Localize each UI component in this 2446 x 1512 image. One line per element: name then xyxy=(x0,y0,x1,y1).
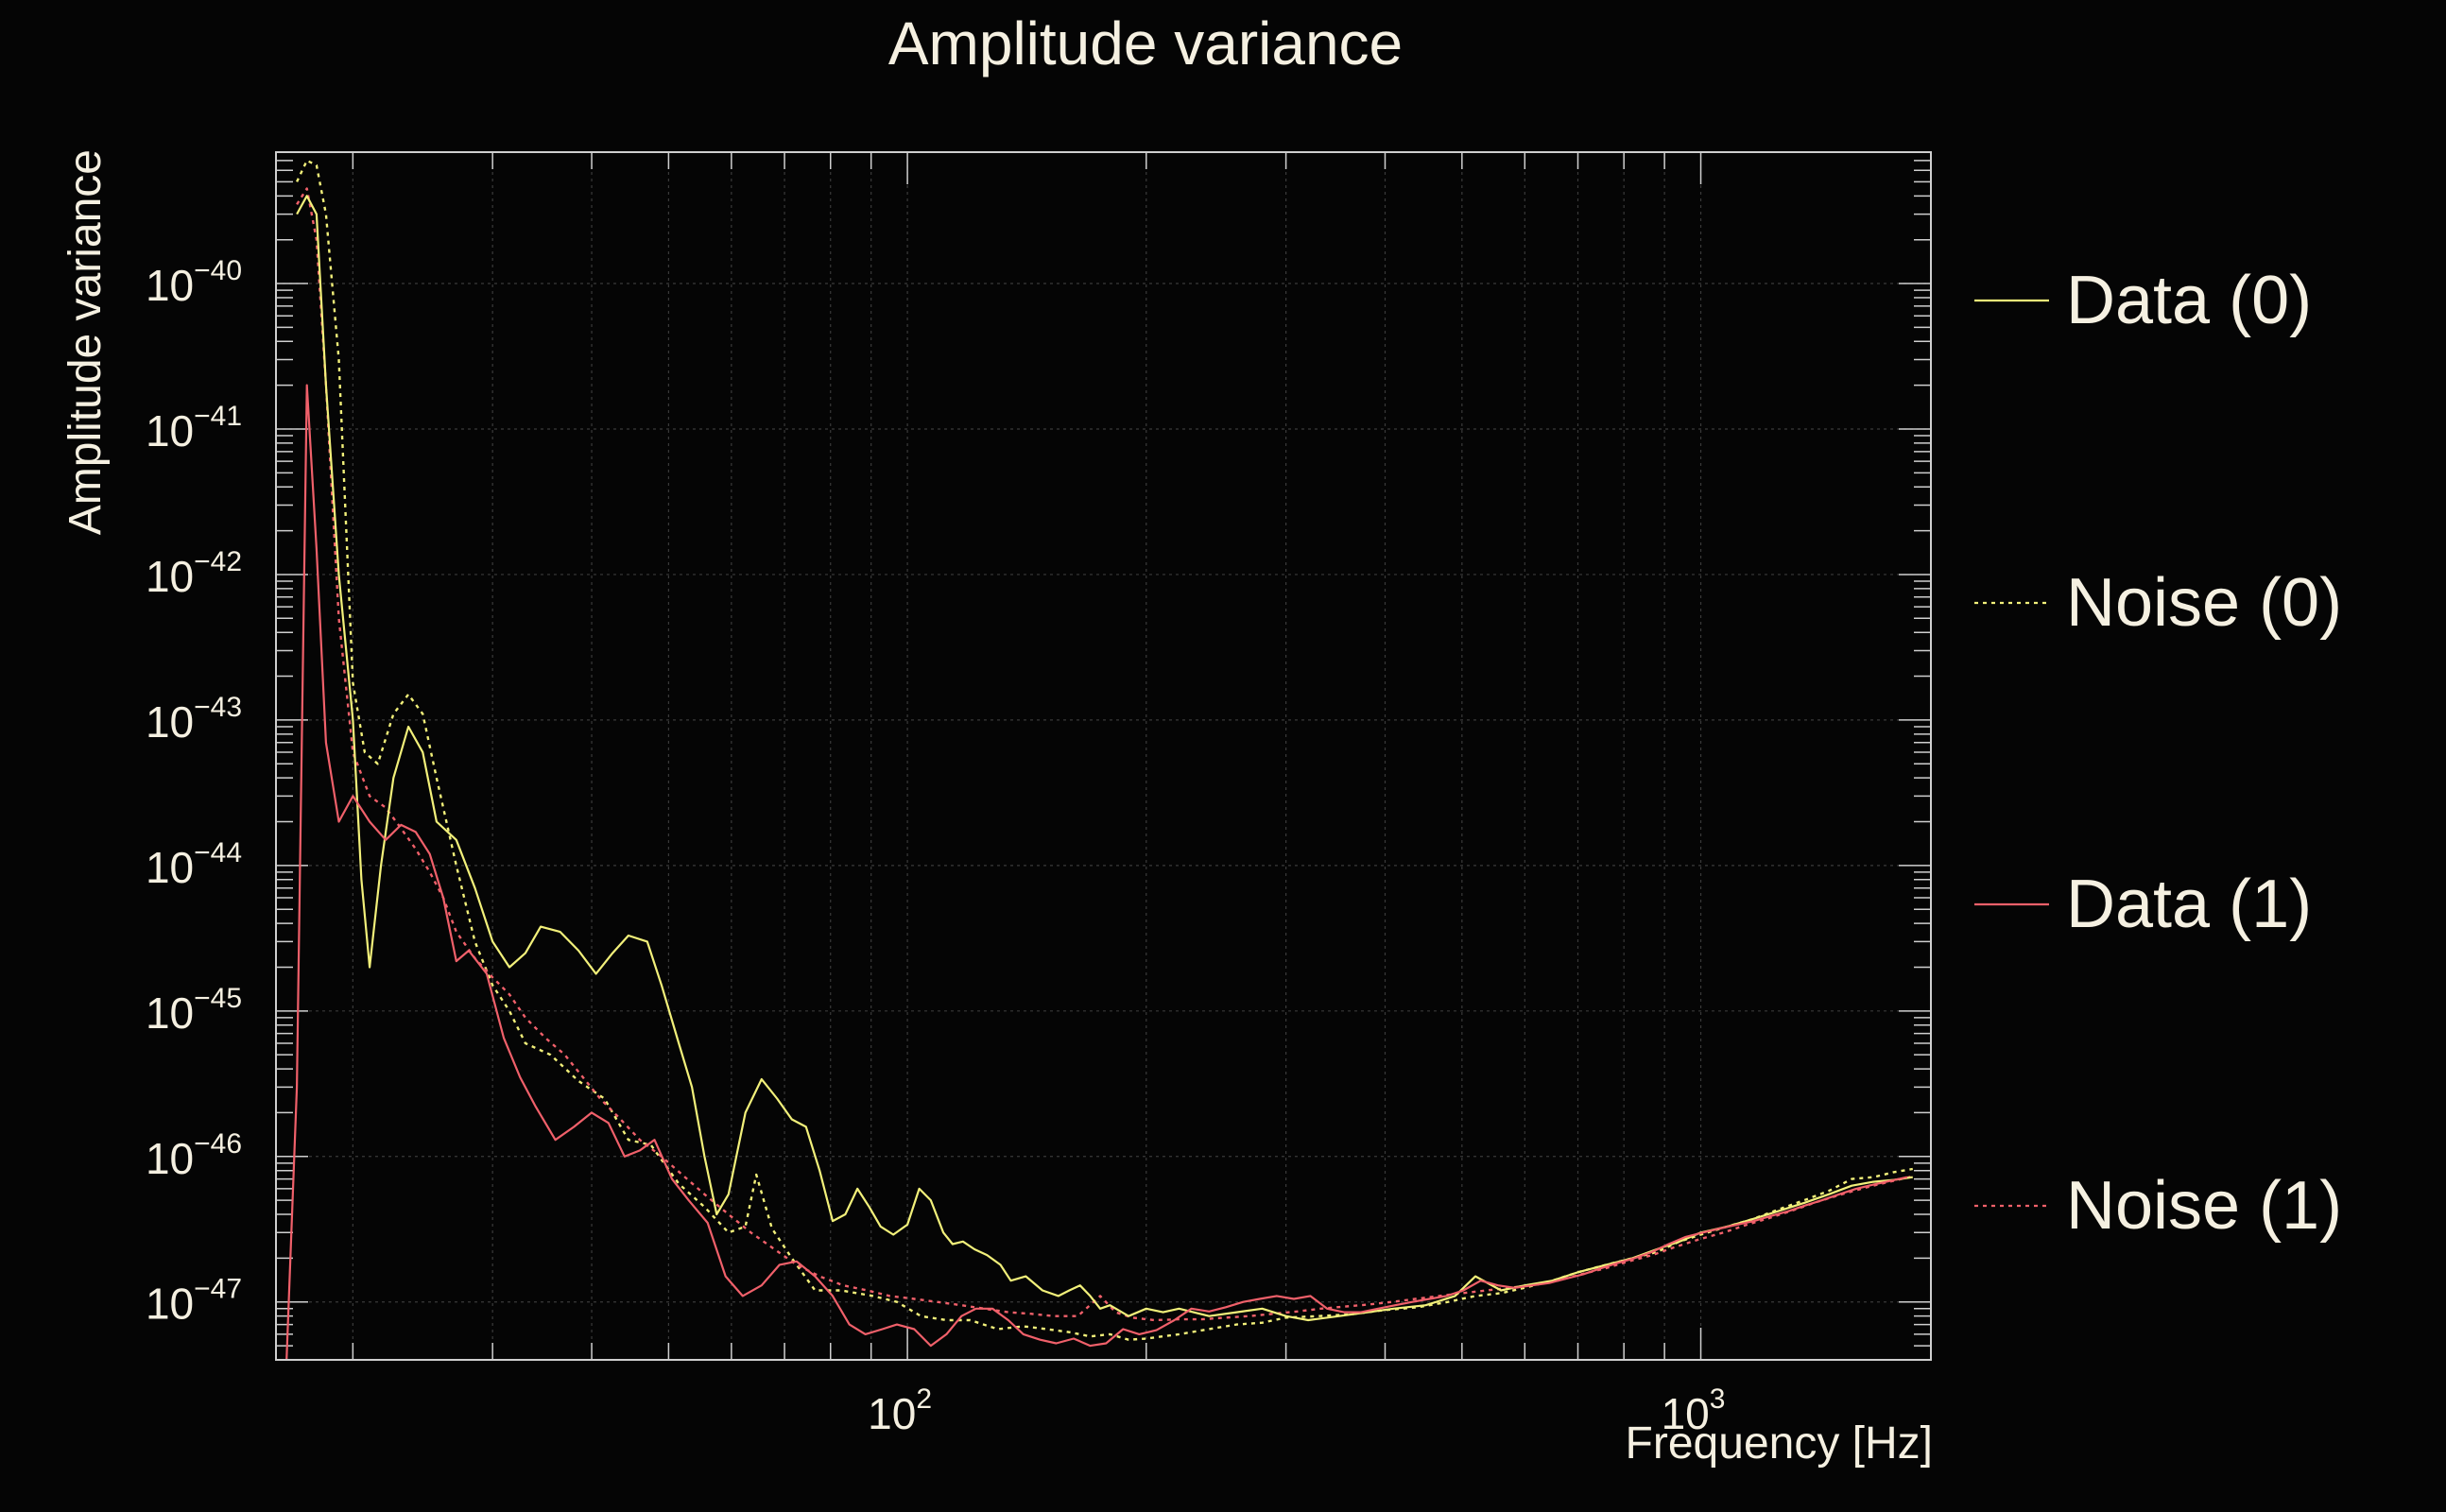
series-line-data-1 xyxy=(285,384,1908,1360)
legend: Data (0) Noise (0) Data (1) Noise (1) xyxy=(1974,263,2342,1244)
x-tick-label: 103 xyxy=(1662,1383,1726,1438)
axis-ticks: 10−40 10−41 10−42 10−43 10−44 10−45 10−46 10−47… xyxy=(146,151,1931,1438)
y-tick-label: 10−44 xyxy=(146,837,242,892)
legend-label: Noise (0) xyxy=(2066,565,2342,641)
series-line-data-0 xyxy=(296,195,1913,1322)
x-tick-label: 102 xyxy=(868,1383,932,1438)
y-tick-label: 10−41 xyxy=(146,401,242,455)
plot-frame xyxy=(275,151,1932,1361)
x-axis-label: Frequency [Hz] xyxy=(1626,1418,1933,1469)
y-tick-label: 10−43 xyxy=(146,692,242,747)
y-tick-label: 10−42 xyxy=(146,546,242,601)
grid-lines xyxy=(276,152,1931,1360)
legend-label: Data (1) xyxy=(2066,867,2312,942)
legend-label: Data (0) xyxy=(2066,263,2312,338)
y-tick-label: 10−45 xyxy=(146,983,242,1038)
y-tick-label: 10−46 xyxy=(146,1128,242,1183)
legend-label: Noise (1) xyxy=(2066,1168,2342,1244)
y-tick-label: 10−40 xyxy=(146,255,242,310)
data-series xyxy=(285,159,1914,1360)
series-line-noise-1 xyxy=(296,187,1914,1322)
chart-title: Amplitude variance xyxy=(888,9,1403,77)
y-axis-label: Amplitude variance xyxy=(60,149,111,535)
y-tick-label: 10−47 xyxy=(146,1274,242,1329)
